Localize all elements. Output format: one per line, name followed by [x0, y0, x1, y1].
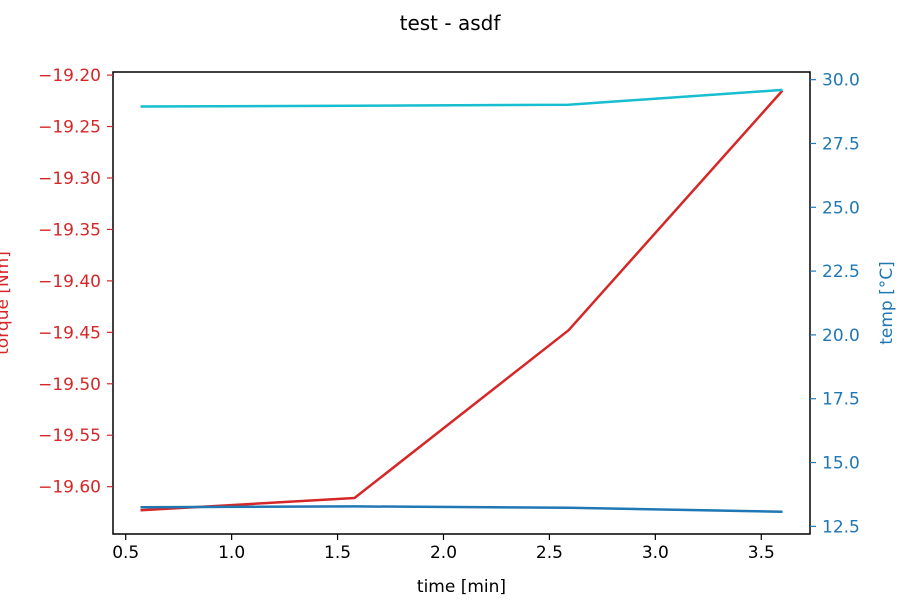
y-left-tick-label: −19.45: [38, 323, 101, 343]
x-tick-label: 2.0: [430, 543, 457, 563]
x-axis-ticks: 0.5 1.0 1.5 2.0 2.5 3.0 3.5: [112, 534, 775, 563]
x-axis-label: time [min]: [417, 577, 506, 597]
y-left-axis-label: torque [Nm]: [0, 251, 13, 355]
series-layer: [140, 88, 784, 514]
y-right-axis-label: temp [°C]: [877, 261, 897, 345]
y-right-tick-label: 30.0: [822, 71, 860, 91]
y-right-tick-label: 22.5: [822, 262, 860, 282]
y-left-tick-label: −19.30: [38, 169, 101, 189]
plot-frame: [112, 71, 811, 535]
series-line-2: [140, 88, 783, 108]
y-left-tick-label: −19.25: [38, 118, 101, 138]
x-tick-label: 0.5: [112, 543, 139, 563]
x-tick-label: 1.0: [218, 543, 245, 563]
x-tick-label: 3.5: [748, 543, 775, 563]
y-left-tick-label: −19.55: [38, 426, 101, 446]
y-left-tick-label: −19.40: [38, 272, 101, 292]
y-right-tick-label: 25.0: [822, 198, 860, 218]
y-left-tick-label: −19.35: [38, 220, 101, 240]
y-left-tick-label: −19.20: [38, 66, 101, 86]
y-right-tick-label: 17.5: [822, 390, 860, 410]
y-right-tick-label: 15.0: [822, 454, 860, 474]
series-line-1: [140, 89, 784, 512]
y-right-tick-label: 20.0: [822, 326, 860, 346]
x-tick-label: 3.0: [642, 543, 669, 563]
y-right-axis-ticks: 12.5 15.0 17.5 20.0 22.5 25.0 27.5 30.0: [810, 71, 860, 537]
y-right-tick-label: 12.5: [822, 517, 860, 537]
y-right-tick-label: 27.5: [822, 134, 860, 154]
y-left-tick-label: −19.50: [38, 375, 101, 395]
x-tick-label: 2.5: [536, 543, 563, 563]
y-left-axis-ticks: −19.20 −19.25 −19.30 −19.35 −19.40 −19.45 −19.…: [38, 66, 113, 498]
x-tick-label: 1.5: [324, 543, 351, 563]
chart-title: test - asdf: [400, 11, 502, 35]
series-line-3: [140, 505, 783, 514]
y-left-tick-label: −19.60: [38, 478, 101, 498]
